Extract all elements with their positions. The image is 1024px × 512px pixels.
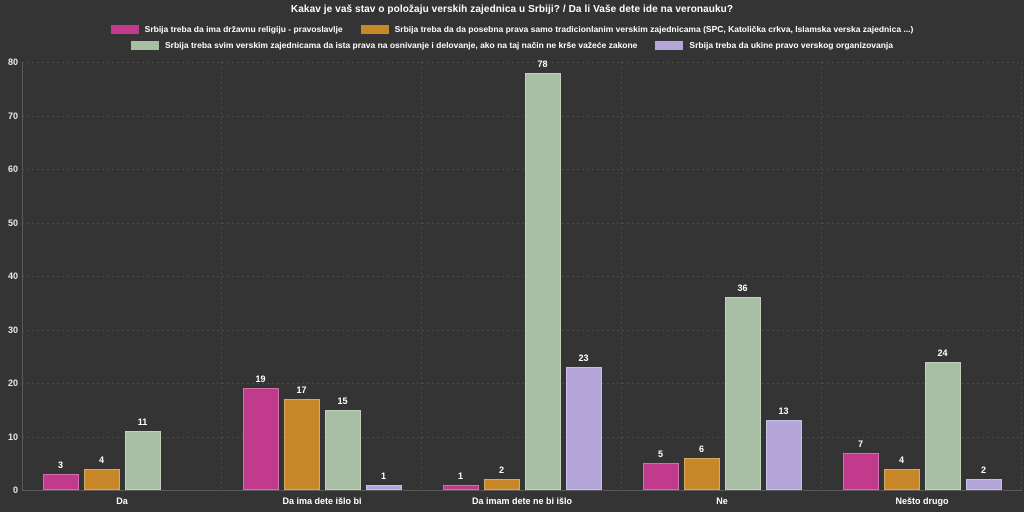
x-axis-line	[22, 490, 1022, 491]
y-axis-tick-label: 40	[7, 271, 18, 281]
bar-value-label: 15	[337, 395, 348, 406]
gridline-horizontal	[22, 62, 1022, 63]
bar[interactable]	[765, 420, 802, 490]
bar[interactable]	[242, 388, 279, 490]
gridline-horizontal	[22, 115, 1022, 117]
bar-value-label: 1	[457, 470, 463, 481]
bar[interactable]	[83, 468, 120, 490]
bar[interactable]	[724, 297, 761, 490]
bar[interactable]	[283, 399, 320, 490]
gridline-horizontal	[22, 222, 1022, 224]
legend-swatch-icon	[360, 24, 389, 34]
x-category-label: Da imam dete ne bi išlo	[471, 496, 573, 506]
gridline-horizontal	[22, 329, 1022, 331]
bar-value-label: 11	[137, 417, 148, 428]
bar[interactable]	[442, 484, 479, 490]
legend-item-series-3[interactable]: Srbija treba svim verskim zajednicama da…	[130, 39, 638, 51]
bar-value-label: 7	[857, 438, 863, 449]
gridline-vertical	[221, 62, 222, 490]
y-axis-tick-label: 70	[7, 110, 18, 121]
gridline-vertical	[621, 62, 622, 490]
bar-value-label: 5	[657, 449, 663, 460]
bar[interactable]	[842, 452, 879, 490]
bar-value-label: 19	[255, 374, 266, 385]
bar-value-label: 2	[980, 465, 986, 476]
bar[interactable]	[924, 361, 961, 490]
legend-item-series-2[interactable]: Srbija treba da da posebna prava samo tr…	[360, 23, 914, 35]
legend-label: Srbija treba da da posebna prava samo tr…	[394, 24, 914, 34]
legend-label: Srbija treba svim verskim zajednicama da…	[164, 40, 638, 50]
bar[interactable]	[683, 457, 720, 490]
bar[interactable]	[483, 479, 520, 490]
bar-value-label: 4	[898, 454, 904, 465]
bar[interactable]	[524, 72, 561, 490]
gridline-horizontal	[22, 169, 1022, 170]
bar-value-label: 13	[778, 406, 789, 417]
gridline-vertical	[821, 62, 822, 490]
bar[interactable]	[124, 431, 161, 490]
x-category-label: Da ima dete išlo bi	[282, 496, 362, 506]
bar-value-label: 24	[937, 347, 948, 358]
bar-value-label: 17	[296, 385, 307, 396]
legend: Srbija treba da ima državnu religiju - p…	[42, 23, 982, 51]
legend-label: Srbija treba da ukine pravo verskog orga…	[689, 40, 894, 50]
gridline-vertical	[1021, 62, 1022, 490]
x-category-label: Da	[116, 496, 128, 506]
bar-value-label: 36	[737, 283, 748, 294]
chart-title: Kakav je vaš stav o položaju verskih zaj…	[290, 4, 734, 15]
bar[interactable]	[365, 484, 402, 490]
bar[interactable]	[565, 366, 602, 490]
legend-swatch-icon	[110, 24, 139, 34]
gridline-horizontal	[22, 383, 1022, 384]
y-axis-tick-label: 10	[7, 431, 18, 442]
bar[interactable]	[965, 479, 1002, 490]
bar[interactable]	[42, 473, 79, 490]
bar-value-label: 78	[537, 58, 548, 69]
bar[interactable]	[324, 409, 361, 490]
legend-item-series-1[interactable]: Srbija treba da ima državnu religiju - p…	[110, 23, 343, 35]
bar-value-label: 1	[380, 470, 386, 481]
legend-label: Srbija treba da ima državnu religiju - p…	[144, 24, 343, 34]
y-axis-tick-label: 80	[7, 57, 18, 67]
bar[interactable]	[642, 463, 679, 490]
legend-swatch-icon	[130, 40, 159, 50]
y-axis-tick-label: 0	[12, 485, 18, 495]
gridline-horizontal	[22, 276, 1022, 277]
bar[interactable]	[883, 468, 920, 490]
x-category-label: Nešto drugo	[895, 496, 949, 506]
bar-value-label: 6	[698, 443, 704, 454]
bar-value-label: 3	[57, 459, 63, 470]
bar-value-label: 2	[498, 465, 504, 476]
legend-swatch-icon	[655, 40, 684, 50]
y-axis-tick-label: 60	[7, 164, 18, 174]
legend-item-series-4[interactable]: Srbija treba da ukine pravo verskog orga…	[655, 39, 893, 51]
bar-value-label: 23	[578, 352, 589, 363]
bar-value-label: 4	[98, 454, 104, 465]
y-axis-tick-label: 50	[7, 217, 18, 228]
gridline-horizontal	[22, 436, 1022, 438]
gridline-vertical	[421, 62, 422, 490]
x-category-label: Ne	[716, 496, 728, 506]
y-axis-tick-label: 30	[7, 324, 18, 335]
y-axis-line	[22, 62, 23, 490]
y-axis-tick-label: 20	[7, 378, 18, 388]
